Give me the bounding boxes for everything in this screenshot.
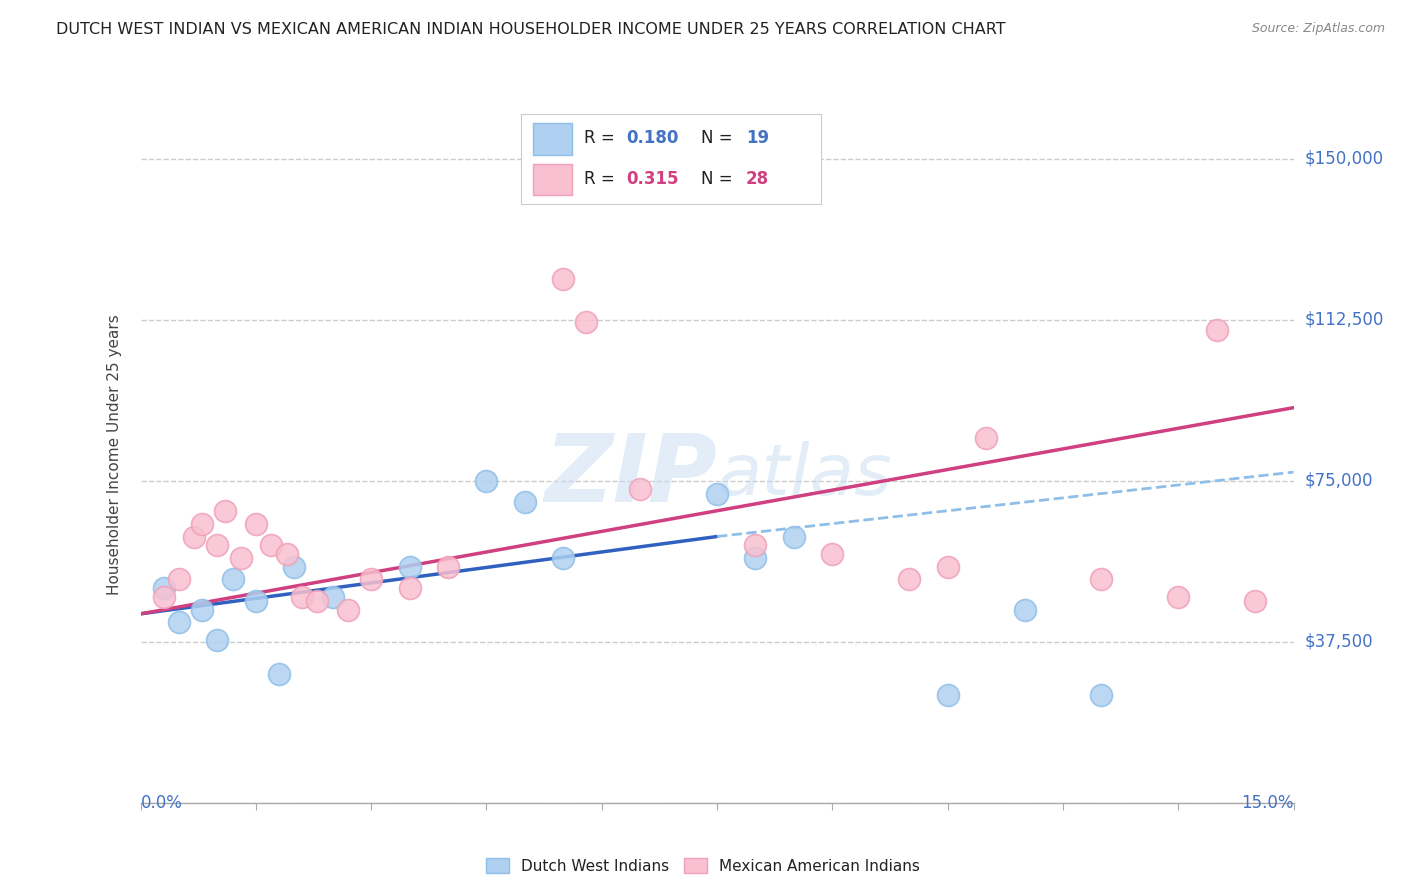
Point [360, 573, 382, 587]
Point [260, 538, 283, 552]
Point [936, 689, 959, 703]
Point [898, 573, 921, 587]
Point [207, 632, 229, 647]
Point [437, 559, 460, 574]
Point [706, 486, 728, 500]
Text: 15.0%: 15.0% [1241, 794, 1294, 813]
Text: Source: ZipAtlas.com: Source: ZipAtlas.com [1251, 22, 1385, 36]
Text: ZIP: ZIP [544, 430, 717, 522]
Point [1205, 323, 1227, 337]
Point [1167, 590, 1189, 604]
Point [167, 615, 190, 630]
Point [214, 504, 236, 518]
Point [744, 551, 766, 566]
Point [821, 547, 844, 561]
Point [337, 602, 360, 616]
Point [475, 474, 498, 488]
Point [398, 581, 420, 595]
Point [974, 431, 997, 445]
Point [783, 529, 806, 543]
Text: atlas: atlas [717, 442, 891, 510]
Point [1014, 602, 1036, 616]
Point [575, 315, 598, 329]
Point [628, 483, 651, 497]
Point [307, 594, 329, 608]
Point [398, 559, 420, 574]
Point [245, 594, 267, 608]
Point [553, 272, 575, 286]
Point [283, 559, 305, 574]
Point [183, 529, 205, 543]
Point [191, 516, 214, 531]
Point [152, 590, 174, 604]
Text: 0.0%: 0.0% [141, 794, 183, 813]
Point [291, 590, 314, 604]
Point [936, 559, 959, 574]
Point [1090, 573, 1112, 587]
Text: $112,500: $112,500 [1305, 310, 1384, 328]
Point [1244, 594, 1267, 608]
Point [191, 602, 214, 616]
Point [152, 581, 174, 595]
Point [553, 551, 575, 566]
Point [222, 573, 245, 587]
Point [229, 551, 252, 566]
Point [1090, 689, 1112, 703]
Text: $150,000: $150,000 [1305, 150, 1384, 168]
Point [245, 516, 267, 531]
Point [322, 590, 344, 604]
Text: DUTCH WEST INDIAN VS MEXICAN AMERICAN INDIAN HOUSEHOLDER INCOME UNDER 25 YEARS C: DUTCH WEST INDIAN VS MEXICAN AMERICAN IN… [56, 22, 1005, 37]
Point [513, 495, 536, 509]
Point [167, 573, 190, 587]
Y-axis label: Householder Income Under 25 years: Householder Income Under 25 years [107, 315, 122, 595]
Text: $37,500: $37,500 [1305, 632, 1374, 651]
Point [276, 547, 298, 561]
Point [267, 667, 290, 681]
Point [207, 538, 229, 552]
Legend: Dutch West Indians, Mexican American Indians: Dutch West Indians, Mexican American Ind… [479, 852, 927, 880]
Point [744, 538, 766, 552]
Text: $75,000: $75,000 [1305, 472, 1374, 490]
